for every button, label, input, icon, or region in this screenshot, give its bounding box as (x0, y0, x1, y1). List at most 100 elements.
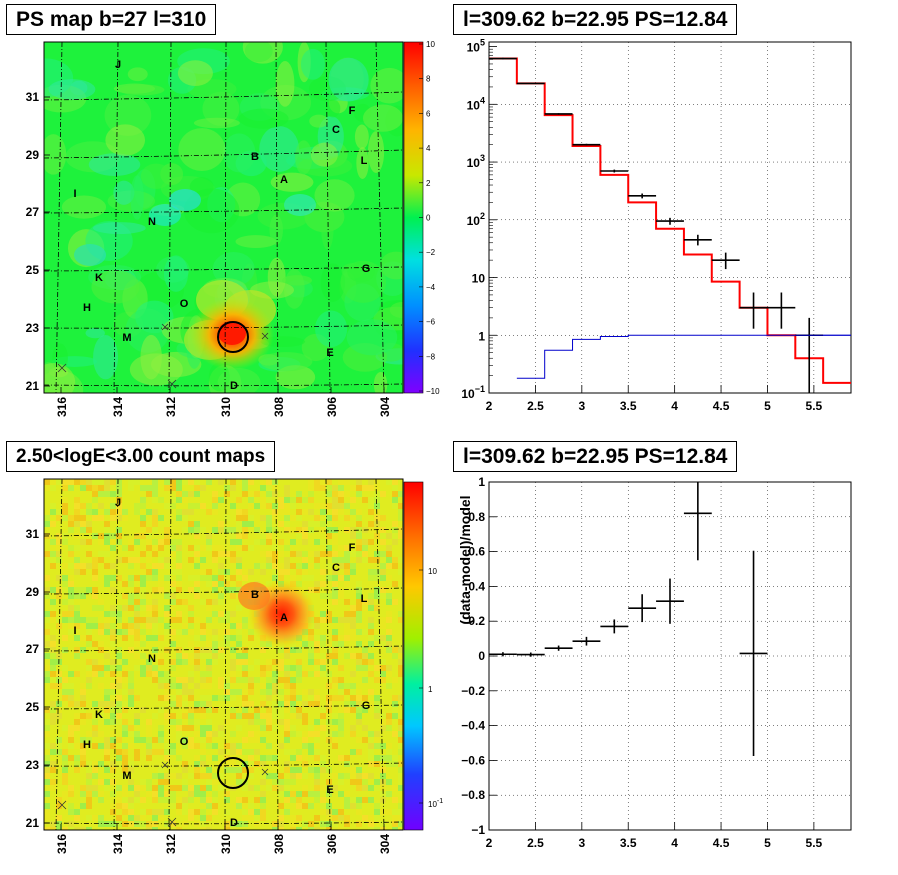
count-map-pixel (230, 677, 236, 683)
count-map-pixel (152, 497, 158, 503)
count-map-pixel (308, 827, 314, 830)
count-map-pixel (284, 749, 290, 755)
count-map-pixel (176, 719, 182, 725)
count-map-pixel (182, 599, 188, 605)
spectrum-plot (489, 57, 851, 393)
count-map-pixel (86, 731, 92, 737)
count-map-pixel (302, 689, 308, 695)
count-map-pixel (50, 641, 56, 647)
count-map-pixel (398, 725, 403, 731)
map-y-tick-label-29: 29 (26, 148, 40, 162)
count-map-pixel (290, 755, 296, 761)
count-map-pixel (86, 563, 92, 569)
count-map-pixel (44, 587, 50, 593)
count-map-pixel (260, 497, 266, 503)
count-map-pixel (98, 599, 104, 605)
count-map-pixel (134, 653, 140, 659)
count-map-pixel (68, 599, 74, 605)
count-map-pixel (44, 767, 50, 773)
count-map-pixel (302, 563, 308, 569)
count-map-pixel (50, 677, 56, 683)
count-map-source-label-I: I (73, 625, 76, 637)
count-map-pixel (128, 785, 134, 791)
count-map-pixel (260, 761, 266, 767)
count-map-source-label-A: A (280, 612, 288, 624)
residual-y-tick-label: 0 (478, 649, 485, 663)
count-map-pixel (98, 665, 104, 671)
count-map-pixel (398, 503, 403, 509)
count-map-pixel (386, 665, 392, 671)
count-map-pixel (50, 563, 56, 569)
count-map-pixel (68, 521, 74, 527)
count-map-pixel (230, 557, 236, 563)
count-map-pixel (386, 671, 392, 677)
count-map-pixel (308, 497, 314, 503)
count-map-pixel (242, 485, 248, 491)
count-map-pixel (206, 581, 212, 587)
count-map-pixel (380, 719, 386, 725)
count-map-pixel (368, 623, 374, 629)
count-map-pixel (194, 791, 200, 797)
count-map-pixel (134, 785, 140, 791)
count-map-pixel (164, 485, 170, 491)
count-map-pixel (338, 665, 344, 671)
count-map-pixel (290, 503, 296, 509)
count-map-pixel (266, 677, 272, 683)
count-map-pixel (254, 659, 260, 665)
count-map-pixel (230, 713, 236, 719)
count-map-pixel (104, 527, 110, 533)
map-y-tick-label-31: 31 (26, 90, 40, 104)
count-map-pixel (242, 695, 248, 701)
count-map-pixel (290, 665, 296, 671)
count-map-source-label-B: B (251, 589, 259, 601)
count-map-pixel (200, 569, 206, 575)
count-map-pixel (224, 695, 230, 701)
count-map-pixel (176, 575, 182, 581)
count-map-pixel (140, 503, 146, 509)
count-map-pixel (164, 575, 170, 581)
count-map-pixel (188, 605, 194, 611)
count-map-pixel (290, 797, 296, 803)
count-map-pixel (110, 791, 116, 797)
count-map-pixel (200, 737, 206, 743)
count-map-pixel (86, 617, 92, 623)
count-map-pixel (218, 575, 224, 581)
count-map-pixel (356, 701, 362, 707)
count-map-pixel (362, 605, 368, 611)
ps-map-texture-patch (212, 252, 255, 287)
count-map-pixel (176, 539, 182, 545)
count-map-pixel (392, 491, 398, 497)
count-map-pixel (374, 695, 380, 701)
count-map-pixel (254, 809, 260, 815)
count-map-pixel (332, 617, 338, 623)
spectrum-data-point (628, 193, 657, 199)
count-map-pixel (188, 575, 194, 581)
count-map-pixel (206, 767, 212, 773)
count-map-pixel (260, 683, 266, 689)
count-map-pixel (188, 773, 194, 779)
count-map-pixel (350, 671, 356, 677)
count-map-pixel (278, 803, 284, 809)
count-map-pixel (332, 593, 338, 599)
count-map-pixel (236, 689, 242, 695)
count-map-pixel (74, 569, 80, 575)
map-x-tick-label-306: 306 (325, 834, 339, 854)
count-map-pixel (104, 779, 110, 785)
count-map-pixel (140, 809, 146, 815)
count-map-pixel (386, 563, 392, 569)
count-map-pixel (98, 731, 104, 737)
count-map-pixel (140, 779, 146, 785)
count-map-pixel (332, 569, 338, 575)
count-map-pixel (374, 737, 380, 743)
count-map-pixel (122, 725, 128, 731)
count-map-pixel (182, 803, 188, 809)
count-map-pixel (170, 635, 176, 641)
count-map-pixel (92, 761, 98, 767)
count-map-pixel (68, 515, 74, 521)
ps-colorbar-tick-label: 0 (426, 214, 431, 223)
count-map-pixel (218, 611, 224, 617)
count-map-pixel (68, 581, 74, 587)
count-map-pixel (206, 647, 212, 653)
count-map-pixel (176, 569, 182, 575)
count-map-pixel (110, 701, 116, 707)
